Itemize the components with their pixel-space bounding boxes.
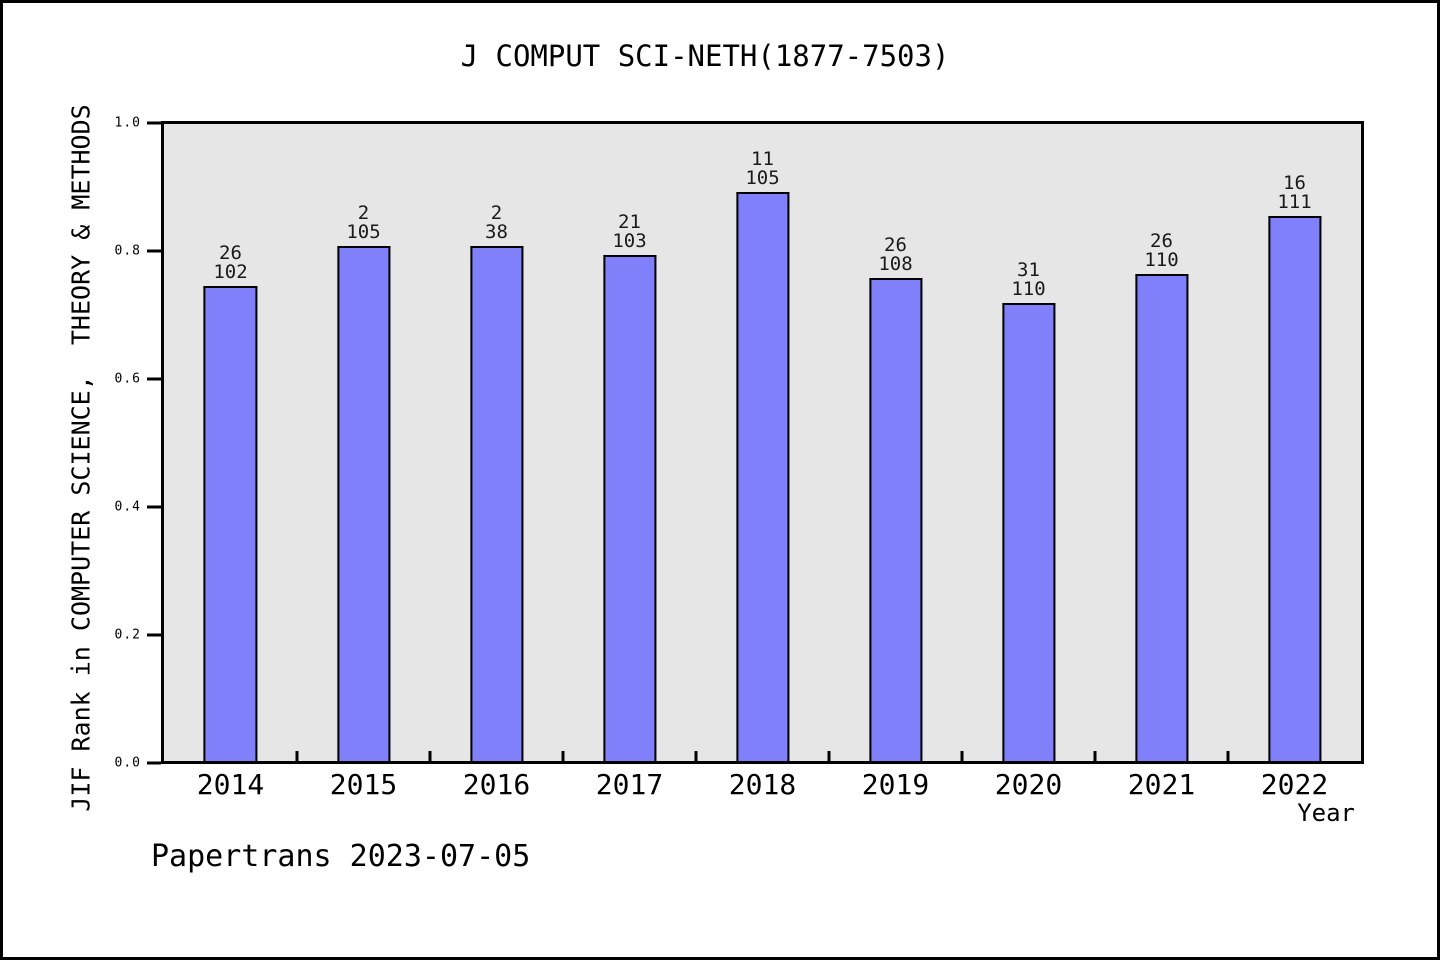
x-tick-label-2014: 2014 bbox=[196, 768, 265, 801]
x-minor-tick bbox=[960, 751, 964, 761]
x-minor-tick bbox=[827, 751, 831, 761]
bar-2022 bbox=[1267, 216, 1322, 761]
x-tick-label-2015: 2015 bbox=[329, 768, 398, 801]
bar-2015 bbox=[336, 245, 391, 761]
x-axis-title: Year bbox=[1297, 799, 1355, 827]
bar-2017 bbox=[602, 254, 657, 761]
y-tick bbox=[147, 121, 161, 124]
bar-value-label-2018: 11 105 bbox=[745, 147, 780, 189]
bar-value-label-2017: 21 103 bbox=[612, 210, 647, 252]
y-tick-label: 0.0 bbox=[114, 755, 141, 770]
bar-rank-value: 11 bbox=[751, 147, 774, 170]
bar-2016 bbox=[469, 246, 524, 761]
x-tick-label-2022: 2022 bbox=[1260, 768, 1329, 801]
bar-value-label-2015: 2 105 bbox=[346, 201, 381, 243]
x-minor-tick bbox=[1226, 751, 1230, 761]
chart-title: J COMPUT SCI-NETH(1877-7503) bbox=[460, 39, 950, 73]
bar-total-value: 110 bbox=[1011, 278, 1046, 300]
bar-rank-value: 26 bbox=[1150, 230, 1173, 253]
y-tick-label: 0.6 bbox=[114, 371, 141, 386]
bar-rank-value: 21 bbox=[618, 210, 641, 233]
x-minor-tick bbox=[295, 751, 299, 761]
bar-value-label-2016: 2 38 bbox=[485, 204, 508, 242]
bar-2018 bbox=[735, 191, 790, 761]
bar-rank-value: 2 bbox=[490, 202, 503, 225]
bar-2014 bbox=[203, 286, 258, 761]
x-tick-label-2019: 2019 bbox=[861, 768, 930, 801]
bar-rank-value: 16 bbox=[1283, 172, 1306, 195]
x-tick-label-2016: 2016 bbox=[462, 768, 531, 801]
bar-total-value: 110 bbox=[1144, 249, 1179, 272]
x-tick-label-2021: 2021 bbox=[1127, 768, 1196, 801]
bar-value-label-2021: 26 110 bbox=[1144, 232, 1178, 270]
bar-total-value: 111 bbox=[1277, 191, 1312, 214]
x-minor-tick bbox=[1093, 751, 1097, 761]
x-tick-label-2018: 2018 bbox=[728, 768, 797, 801]
y-tick-label: 0.2 bbox=[114, 627, 141, 642]
x-minor-tick bbox=[561, 751, 565, 761]
y-tick-label: 1.0 bbox=[114, 115, 141, 130]
bar-value-label-2020: 31 110 bbox=[1011, 261, 1045, 299]
bar-total-value: 105 bbox=[745, 166, 780, 189]
x-minor-tick bbox=[694, 751, 698, 761]
bar-rank-value: 26 bbox=[219, 242, 242, 265]
bar-total-value: 108 bbox=[878, 253, 913, 276]
x-tick-label-2020: 2020 bbox=[994, 768, 1063, 801]
y-axis: 0.0 0.2 0.4 0.6 0.8 1.0 bbox=[3, 115, 161, 770]
bar-total-value: 102 bbox=[213, 261, 248, 284]
x-minor-tick bbox=[428, 751, 432, 761]
bar-value-label-2019: 26 108 bbox=[878, 236, 912, 274]
plot-inner: 26 102 2 105 2 38 21 103 11 105 26 108 31 110 26 110 16 1… bbox=[164, 124, 1361, 761]
bar-2020 bbox=[1001, 303, 1056, 761]
bar-total-value: 105 bbox=[346, 220, 381, 243]
plot-area: 26 102 2 105 2 38 21 103 11 105 26 108 31 110 26 110 16 1… bbox=[161, 121, 1364, 764]
y-tick bbox=[147, 505, 161, 508]
y-tick bbox=[147, 377, 161, 380]
bar-rank-value: 26 bbox=[884, 234, 907, 257]
x-tick-label-2017: 2017 bbox=[595, 768, 664, 801]
bar-value-label-2022: 16 111 bbox=[1277, 174, 1311, 212]
y-tick bbox=[147, 633, 161, 636]
watermark-text: Papertrans 2023-07-05 bbox=[151, 839, 531, 874]
bar-total-value: 38 bbox=[485, 221, 508, 244]
y-tick-label: 0.8 bbox=[114, 243, 141, 258]
bar-2021 bbox=[1134, 274, 1189, 761]
y-tick-label: 0.4 bbox=[114, 499, 141, 514]
bar-rank-value: 2 bbox=[357, 201, 370, 224]
bar-rank-value: 31 bbox=[1017, 259, 1040, 281]
bar-total-value: 103 bbox=[612, 229, 647, 252]
bar-2019 bbox=[868, 278, 923, 761]
bar-value-label-2014: 26 102 bbox=[213, 244, 247, 282]
y-tick bbox=[147, 761, 161, 764]
y-tick bbox=[147, 249, 161, 252]
x-axis: 2014 2015 2016 2017 2018 2019 2020 2021 2022 bbox=[164, 768, 1361, 802]
